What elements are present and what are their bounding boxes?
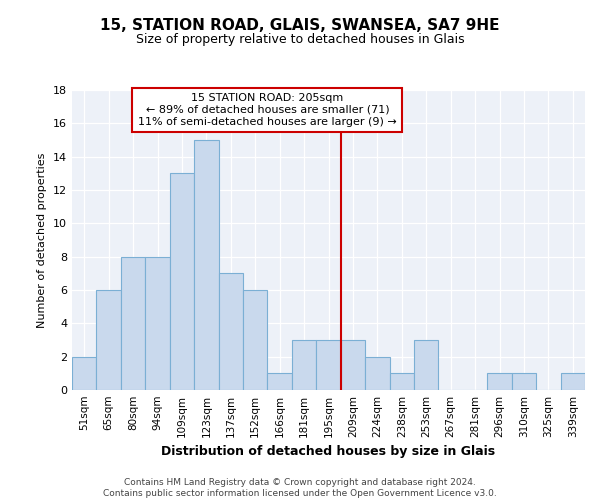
Text: 15 STATION ROAD: 205sqm
← 89% of detached houses are smaller (71)
11% of semi-de: 15 STATION ROAD: 205sqm ← 89% of detache…: [138, 94, 397, 126]
Bar: [512, 374, 536, 390]
X-axis label: Distribution of detached houses by size in Glais: Distribution of detached houses by size …: [161, 446, 496, 458]
Bar: [243, 290, 268, 390]
Bar: [414, 340, 439, 390]
Bar: [316, 340, 341, 390]
Bar: [292, 340, 316, 390]
Bar: [170, 174, 194, 390]
Bar: [268, 374, 292, 390]
Y-axis label: Number of detached properties: Number of detached properties: [37, 152, 47, 328]
Bar: [389, 374, 414, 390]
Text: Size of property relative to detached houses in Glais: Size of property relative to detached ho…: [136, 32, 464, 46]
Bar: [341, 340, 365, 390]
Bar: [121, 256, 145, 390]
Bar: [365, 356, 389, 390]
Bar: [72, 356, 97, 390]
Bar: [194, 140, 218, 390]
Bar: [487, 374, 512, 390]
Bar: [97, 290, 121, 390]
Text: 15, STATION ROAD, GLAIS, SWANSEA, SA7 9HE: 15, STATION ROAD, GLAIS, SWANSEA, SA7 9H…: [100, 18, 500, 32]
Bar: [218, 274, 243, 390]
Bar: [560, 374, 585, 390]
Bar: [145, 256, 170, 390]
Text: Contains HM Land Registry data © Crown copyright and database right 2024.
Contai: Contains HM Land Registry data © Crown c…: [103, 478, 497, 498]
